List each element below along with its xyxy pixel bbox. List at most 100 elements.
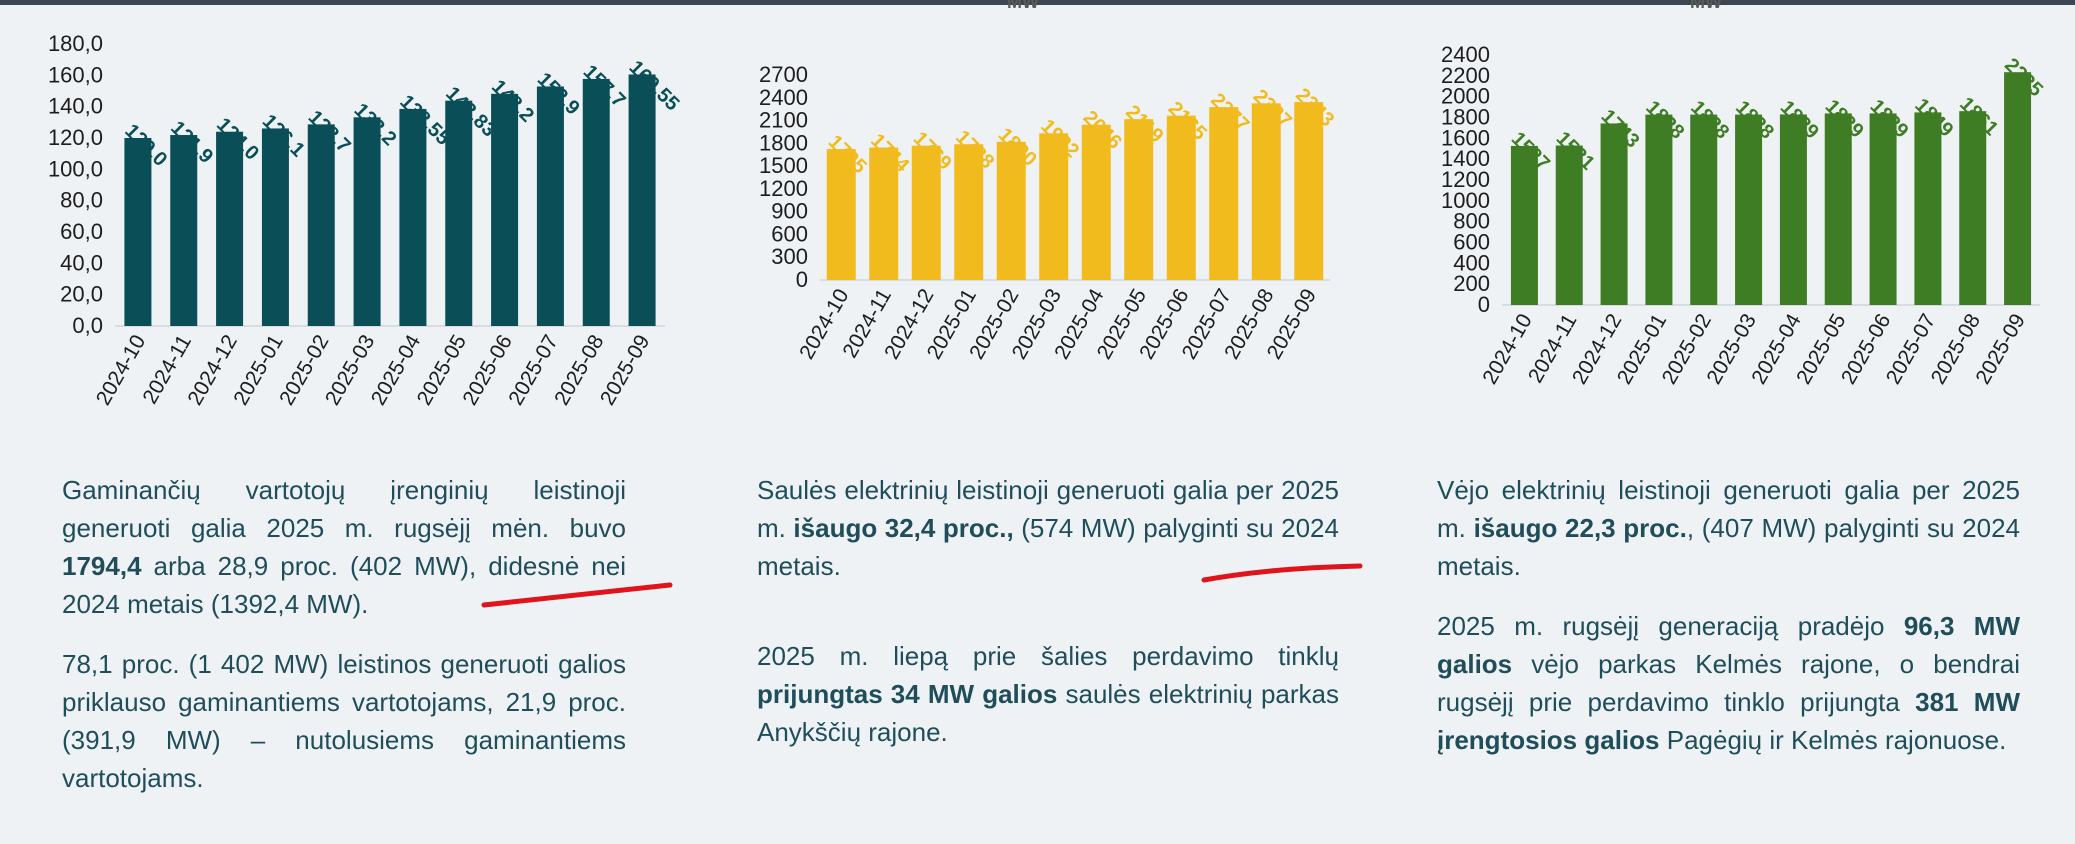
y-tick-label: 600 [1453,230,1490,255]
wind-p2-bold-2: 381 MW įrengtosios galios [1437,687,2020,755]
y-tick-label: 800 [1453,209,1490,234]
y-tick-label: 2000 [1441,84,1490,109]
bar [1735,114,1763,305]
bar [445,100,473,326]
solar-p1-text-end: (574 MW) palyginti su 2024 metais. [757,513,1339,581]
wind-p1-text-end: , (407 MW) palyginti su 2024 metais. [1437,513,2021,581]
red-underline-mark-2 [1201,563,1363,583]
y-tick-label: 200 [1453,271,1490,296]
wind-paragraph-1: Vėjo elektrinių leistinoji generuoti gal… [1437,471,2020,585]
y-tick-label: 60,0 [60,219,103,244]
bar [1959,111,1987,305]
bar [1039,133,1069,280]
wind-p2-text: 2025 m. rugsėjį generaciją pradėjo [1437,611,1904,641]
top-border [0,0,2075,5]
y-tick-label: 40,0 [60,250,103,275]
bar [869,147,899,280]
y-tick-label: 120,0 [48,125,103,150]
solar-paragraph-2: 2025 m. liepą prie šalies perdavimo tink… [757,637,1339,751]
bar [491,93,519,326]
bar [582,78,610,326]
solar-p1-text: Saulės elektrinių leistinoji generuoti g… [757,475,1339,543]
bar [1824,113,1852,305]
y-tick-label: 600 [771,221,808,246]
red-underline-mark-1 [481,582,673,608]
solar-p2-text-end: saulės elektrinių parkas Anykščių rajone… [757,679,1340,747]
bar [307,124,335,327]
y-tick-label: 2100 [759,108,808,133]
solar-description: Saulės elektrinių leistinoji generuoti g… [757,471,1339,751]
y-tick-label: 140,0 [48,94,103,119]
wind-capacity-chart: 0200400600800100012001400160018002000220… [1441,42,2047,388]
bar [996,141,1026,280]
y-tick-label: 80,0 [60,188,103,213]
solar-paragraph-1: Saulės elektrinių leistinoji generuoti g… [757,471,1339,585]
bar [826,149,856,280]
y-tick-label: 900 [771,199,808,224]
bar [628,74,656,326]
bar [261,128,289,326]
y-tick-label: 0 [1478,292,1490,317]
bar [1166,115,1196,281]
wind-p2-text-end: Pagėgių ir Kelmės rajonuose. [1659,725,2007,755]
solar-p2-bold: prijungtas 34 MW galios [757,679,1058,709]
bar [1209,107,1239,280]
bar [1510,145,1538,305]
consumers-p1-text-end: arba 28,9 proc. (402 MW), didesnė nei 20… [62,551,626,619]
bar [911,145,941,280]
bar [1869,113,1897,305]
bar [170,135,198,326]
consumers-p1-bold: 1794,4 [62,551,142,581]
y-tick-label: 400 [1453,250,1490,275]
y-tick-label: 1200 [759,176,808,201]
wind-description: Vėjo elektrinių leistinoji generuoti gal… [1437,471,2020,759]
y-tick-label: 1800 [759,130,808,155]
bar [1081,124,1111,281]
bar [954,144,984,280]
solar-capacity-chart: 0300600900120015001800210024002700172520… [759,62,1338,363]
wind-p1-bold: išaugo 22,3 proc. [1473,513,1687,543]
bar [1645,114,1673,305]
y-tick-label: 100,0 [48,156,103,181]
wind-header-fragment: MW [1690,0,1722,12]
y-tick-label: 1400 [1441,146,1490,171]
y-tick-label: 2200 [1441,63,1490,88]
solar-header-fragment: MW [1007,0,1039,12]
consumers-p1-text: Gaminančių vartotojų įrenginių leistinoj… [62,475,626,543]
bar [1914,112,1942,305]
bar [536,86,564,326]
y-tick-label: 300 [771,244,808,269]
y-tick-label: 180,0 [48,31,103,56]
y-tick-label: 160,0 [48,62,103,87]
bar [1555,145,1583,305]
wind-p2-bold: 96,3 MW galios [1437,611,2020,679]
wind-p2-text-mid: vėjo parkas Kelmės rajone, o bendrai rug… [1437,649,2020,717]
consumers-description: Gaminančių vartotojų įrenginių leistinoj… [62,471,626,797]
bar [1294,102,1324,280]
consumers-paragraph-2: 78,1 proc. (1 402 MW) leistinos generuot… [62,649,626,793]
wind-paragraph-2: 2025 m. rugsėjį generaciją pradėjo 96,3 … [1437,607,2020,759]
bar [1600,123,1628,305]
bar [2004,72,2032,305]
y-tick-label: 0 [796,267,808,292]
consumers-paragraph-1: Gaminančių vartotojų įrenginių leistinoj… [62,471,626,623]
y-tick-label: 1000 [1441,188,1490,213]
y-tick-label: 0,0 [72,313,103,338]
y-tick-label: 2400 [759,85,808,110]
y-tick-label: 20,0 [60,282,103,307]
solar-p2-text: 2025 m. liepą prie šalies perdavimo tink… [757,641,1339,671]
bar [1779,114,1807,306]
bar [1690,114,1718,305]
bar [1251,103,1281,280]
wind-p1-text: Vėjo elektrinių leistinoji generuoti gal… [1437,475,2020,543]
y-tick-label: 2700 [759,62,808,87]
consumers-capacity-chart: 0,0 20,0 40,0 60,0 80,0 100,0 120,0 140,0 160,0 1… [48,31,683,409]
bar [216,131,244,326]
bar [1124,119,1154,280]
y-tick-label: 1200 [1441,167,1490,192]
bar [353,117,381,326]
y-tick-label: 2400 [1441,42,1490,67]
bar [124,138,152,326]
solar-p1-bold: išaugo 32,4 proc., [793,513,1014,543]
y-tick-label: 1500 [759,153,808,178]
